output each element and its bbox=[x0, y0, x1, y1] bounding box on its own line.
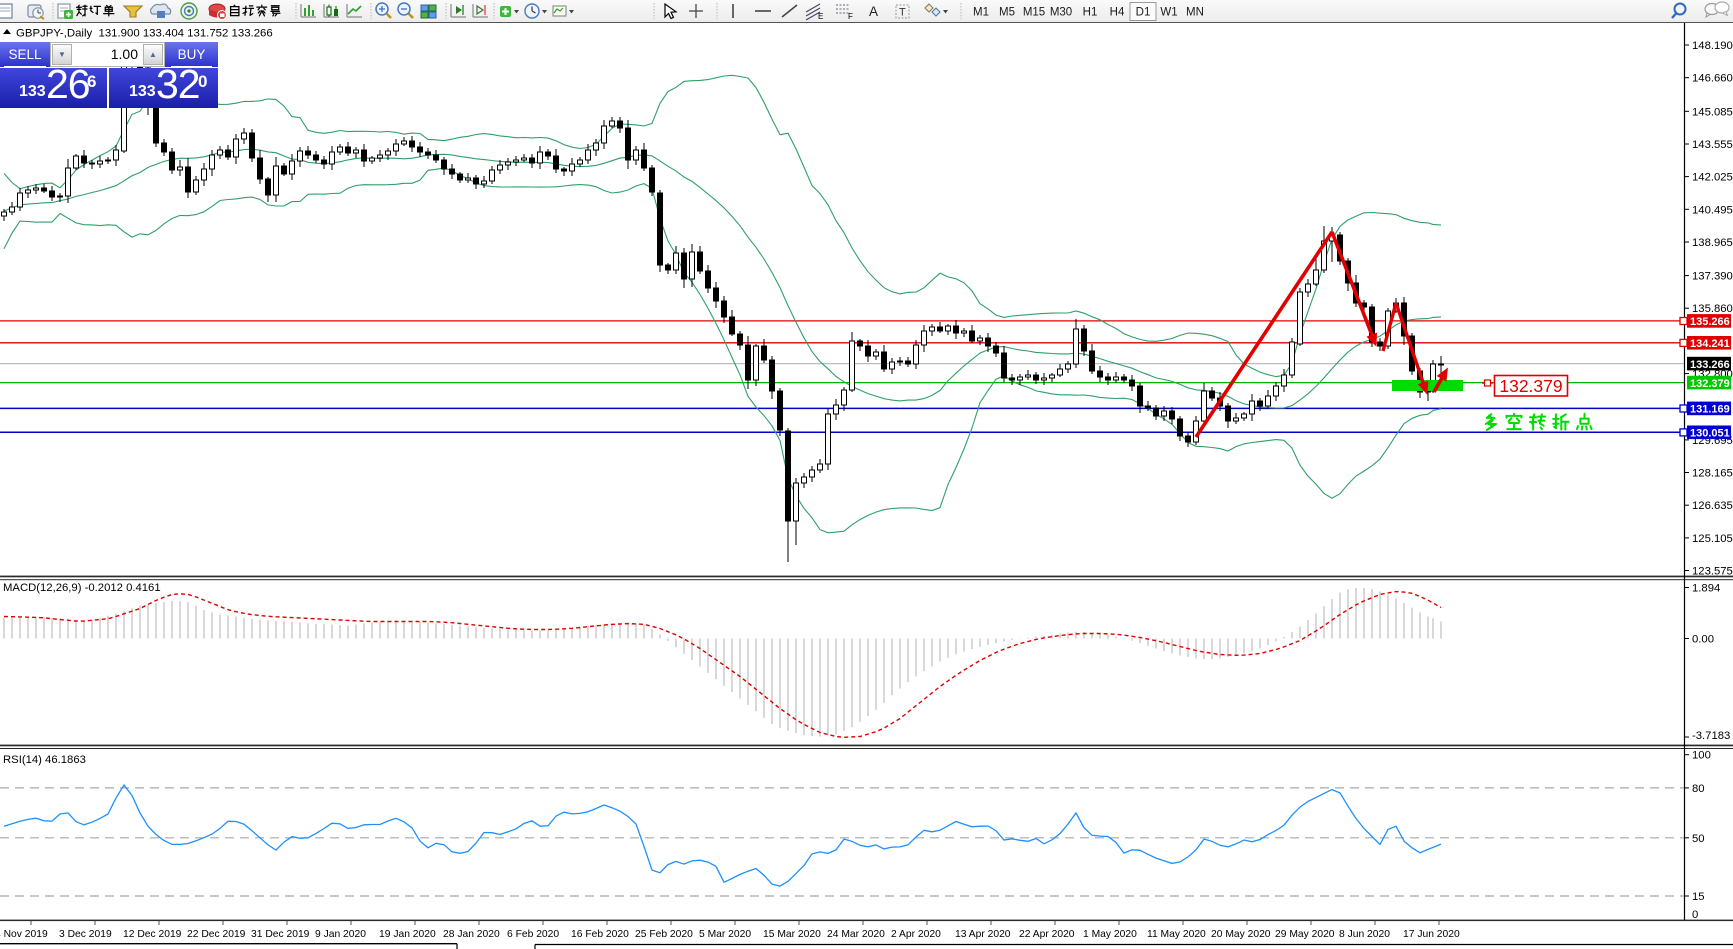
svg-text:24 Mar 2020: 24 Mar 2020 bbox=[827, 929, 885, 940]
svg-text:142.025: 142.025 bbox=[1692, 172, 1733, 184]
svg-text:146.660: 146.660 bbox=[1692, 73, 1733, 85]
svg-text:130.051: 130.051 bbox=[1690, 428, 1730, 440]
svg-text:148.190: 148.190 bbox=[1692, 40, 1733, 52]
svg-text:15 Mar 2020: 15 Mar 2020 bbox=[763, 929, 821, 940]
svg-text:138.965: 138.965 bbox=[1692, 237, 1733, 249]
svg-text:2 Apr 2020: 2 Apr 2020 bbox=[891, 929, 941, 940]
svg-text:-3.7183: -3.7183 bbox=[1692, 730, 1730, 742]
svg-text:145.085: 145.085 bbox=[1692, 106, 1733, 118]
svg-text:11 May 2020: 11 May 2020 bbox=[1147, 929, 1206, 940]
svg-text:135.860: 135.860 bbox=[1692, 303, 1733, 315]
svg-text:GBPJPY-,Daily 131.900 133.404: GBPJPY-,Daily 131.900 133.404 131.752 13… bbox=[16, 28, 273, 40]
svg-text:6 Feb 2020: 6 Feb 2020 bbox=[507, 929, 559, 940]
svg-text:123.575: 123.575 bbox=[1692, 566, 1733, 578]
svg-text:1.894: 1.894 bbox=[1692, 583, 1720, 595]
svg-text:128.165: 128.165 bbox=[1692, 468, 1733, 480]
svg-text:16 Feb 2020: 16 Feb 2020 bbox=[571, 929, 629, 940]
svg-text:25 Feb 2020: 25 Feb 2020 bbox=[635, 929, 693, 940]
svg-text:3 Dec 2019: 3 Dec 2019 bbox=[59, 929, 112, 940]
svg-text:F: F bbox=[848, 12, 853, 21]
svg-text:80: 80 bbox=[1692, 783, 1705, 795]
svg-text:19 Jan 2020: 19 Jan 2020 bbox=[379, 929, 436, 940]
svg-text:M1: M1 bbox=[973, 7, 989, 19]
svg-text:135.266: 135.266 bbox=[1690, 316, 1730, 328]
svg-text:125.105: 125.105 bbox=[1692, 533, 1733, 545]
svg-text:22 Apr 2020: 22 Apr 2020 bbox=[1019, 929, 1075, 940]
svg-text:H4: H4 bbox=[1110, 7, 1125, 19]
svg-text:50: 50 bbox=[1692, 833, 1705, 845]
svg-text:W1: W1 bbox=[1160, 7, 1177, 19]
svg-text:8 Jun 2020: 8 Jun 2020 bbox=[1339, 929, 1390, 940]
svg-text:31 Dec 2019: 31 Dec 2019 bbox=[251, 929, 310, 940]
svg-text:M30: M30 bbox=[1050, 7, 1072, 19]
svg-text:M15: M15 bbox=[1023, 7, 1045, 19]
svg-text:13 Apr 2020: 13 Apr 2020 bbox=[955, 929, 1011, 940]
svg-text:28 Jan 2020: 28 Jan 2020 bbox=[443, 929, 500, 940]
svg-text:E: E bbox=[818, 12, 823, 21]
svg-text:T: T bbox=[899, 7, 906, 19]
svg-text:1 May 2020: 1 May 2020 bbox=[1083, 929, 1137, 940]
svg-text:15: 15 bbox=[1692, 891, 1705, 903]
svg-text:RSI(14) 46.1863: RSI(14) 46.1863 bbox=[3, 754, 86, 766]
svg-text:D1: D1 bbox=[1136, 7, 1151, 19]
svg-text:H1: H1 bbox=[1083, 7, 1098, 19]
svg-text:20 May 2020: 20 May 2020 bbox=[1211, 929, 1271, 940]
svg-text:MN: MN bbox=[1186, 7, 1204, 19]
svg-text:M5: M5 bbox=[999, 7, 1015, 19]
svg-text:126.635: 126.635 bbox=[1692, 500, 1733, 512]
svg-text:A: A bbox=[869, 4, 878, 19]
svg-text:133.266: 133.266 bbox=[1690, 359, 1730, 371]
svg-text:131.169: 131.169 bbox=[1690, 404, 1730, 416]
svg-text:17 Jun 2020: 17 Jun 2020 bbox=[1403, 929, 1460, 940]
svg-text:9 Jan 2020: 9 Jan 2020 bbox=[315, 929, 366, 940]
svg-text:143.555: 143.555 bbox=[1692, 139, 1733, 151]
svg-text:29 May 2020: 29 May 2020 bbox=[1275, 929, 1335, 940]
svg-text:0.00: 0.00 bbox=[1692, 634, 1714, 646]
svg-text:4 Nov 2019: 4 Nov 2019 bbox=[0, 929, 48, 940]
svg-text:132.379: 132.379 bbox=[1499, 376, 1562, 396]
svg-text:137.390: 137.390 bbox=[1692, 271, 1733, 283]
svg-text:100: 100 bbox=[1692, 750, 1711, 762]
svg-text:22 Dec 2019: 22 Dec 2019 bbox=[187, 929, 246, 940]
svg-text:0: 0 bbox=[1692, 909, 1698, 921]
svg-text:5 Mar 2020: 5 Mar 2020 bbox=[699, 929, 751, 940]
svg-text:134.241: 134.241 bbox=[1690, 338, 1730, 350]
svg-text:132.379: 132.379 bbox=[1690, 378, 1730, 390]
svg-text:12 Dec 2019: 12 Dec 2019 bbox=[123, 929, 182, 940]
svg-text:MACD(12,26,9) -0.2012 0.4161: MACD(12,26,9) -0.2012 0.4161 bbox=[3, 582, 161, 594]
svg-text:140.495: 140.495 bbox=[1692, 204, 1733, 216]
